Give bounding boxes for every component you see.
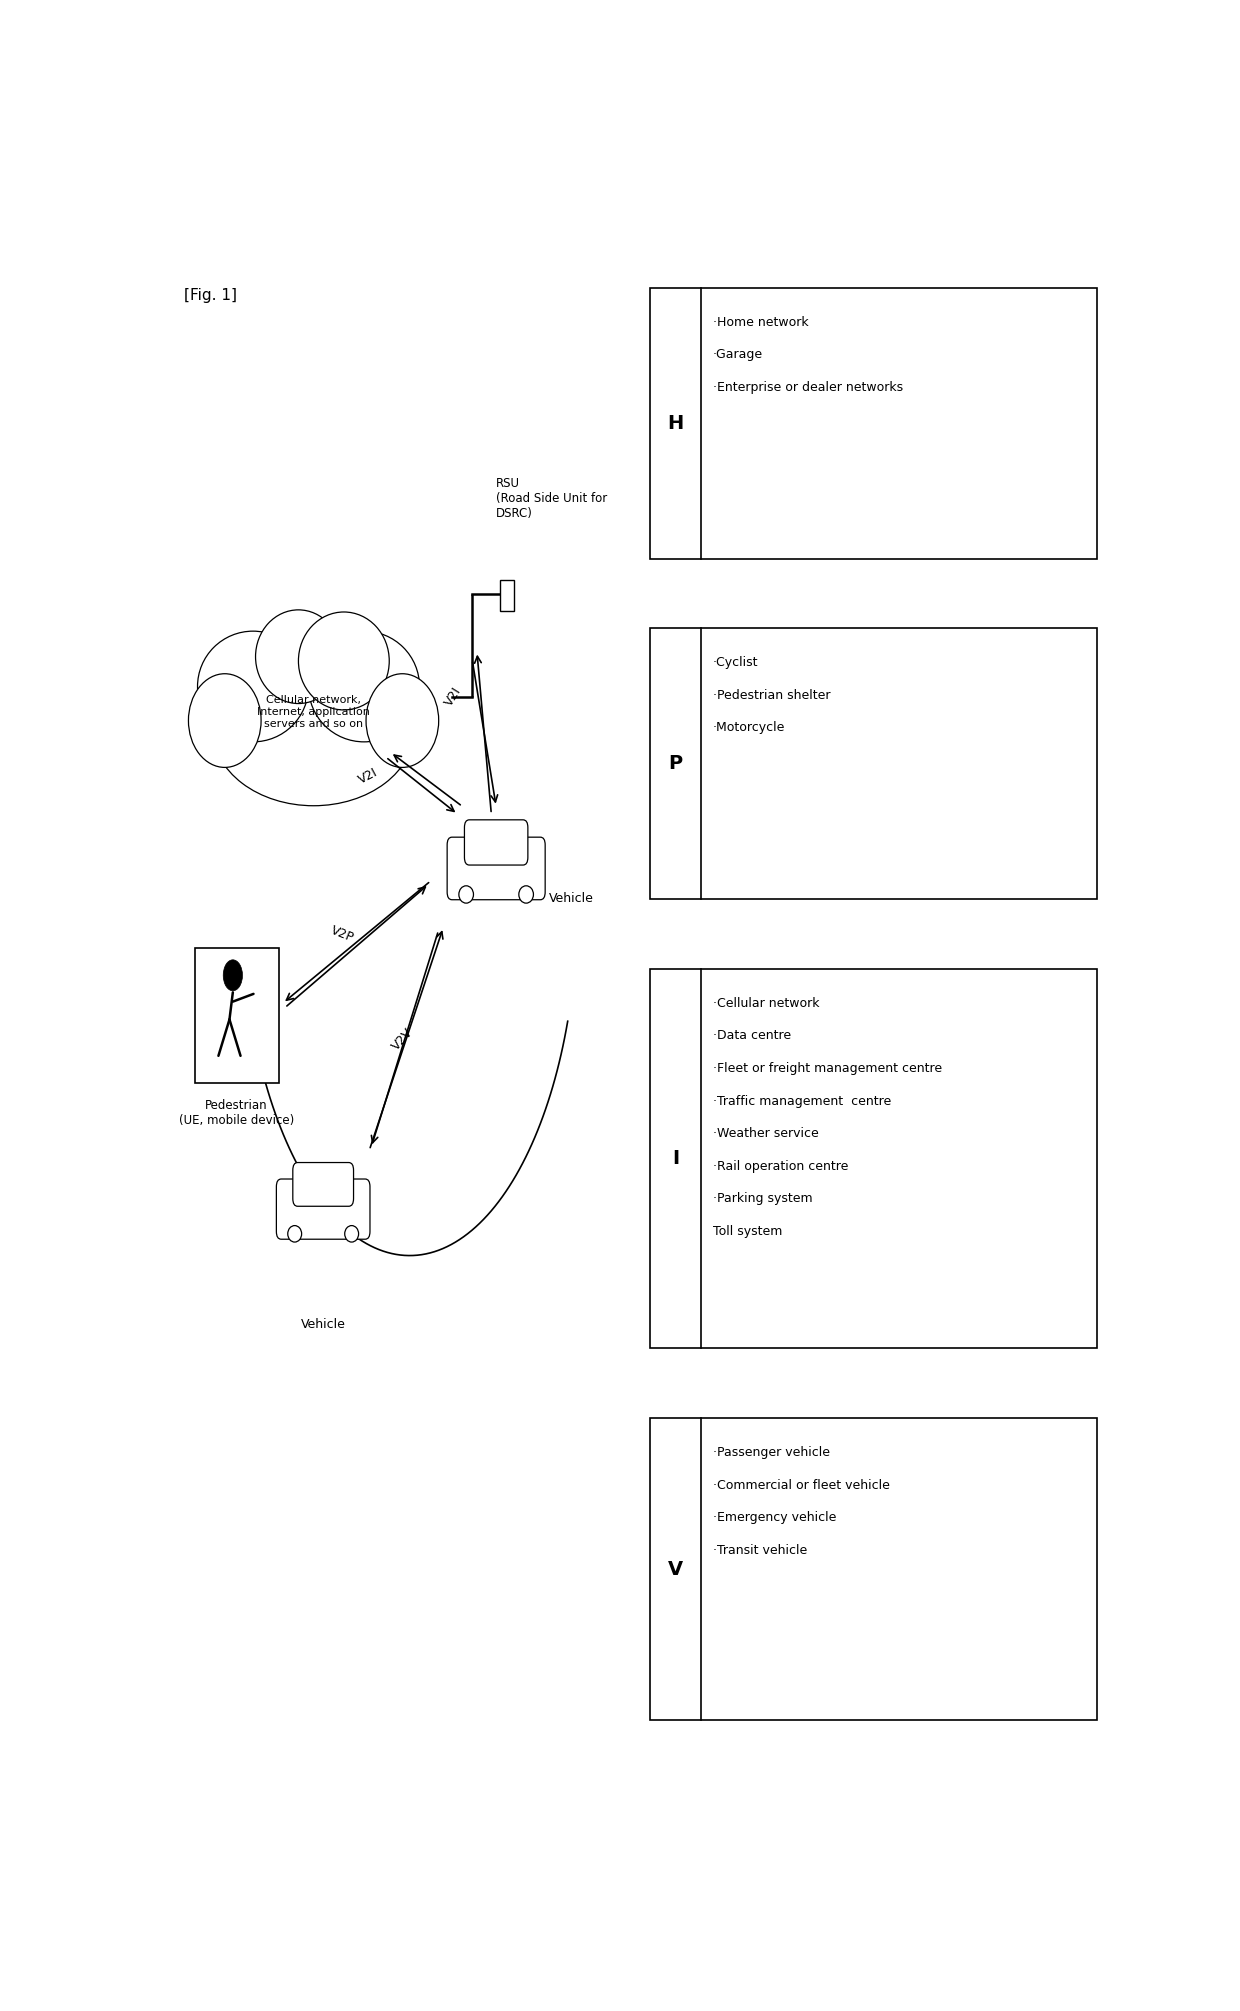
Bar [650, 288, 1096, 559]
Bar [650, 629, 1096, 899]
Text: ·Traffic management  centre: ·Traffic management centre [713, 1094, 892, 1108]
Ellipse shape [299, 611, 389, 710]
Text: ·Cyclist: ·Cyclist [713, 656, 759, 670]
FancyBboxPatch shape [277, 1178, 370, 1239]
Text: ·Enterprise or dealer networks: ·Enterprise or dealer networks [713, 380, 903, 394]
Text: ·Data centre: ·Data centre [713, 1030, 791, 1042]
Bar [650, 1418, 1096, 1719]
Text: ·Transit vehicle: ·Transit vehicle [713, 1544, 807, 1557]
Text: V2I: V2I [356, 766, 381, 786]
Text: V2V: V2V [389, 1026, 417, 1052]
Text: Cellular network,
Internet, application
servers and so on: Cellular network, Internet, application … [257, 696, 370, 728]
Text: V2P: V2P [329, 923, 356, 945]
Ellipse shape [309, 631, 419, 742]
Ellipse shape [459, 885, 474, 903]
Text: ·Weather service: ·Weather service [713, 1126, 818, 1140]
Ellipse shape [197, 631, 309, 742]
Ellipse shape [255, 609, 341, 704]
Bar [195, 947, 279, 1084]
Text: ·Passenger vehicle: ·Passenger vehicle [713, 1446, 830, 1460]
Text: [Fig. 1]: [Fig. 1] [184, 288, 237, 304]
Ellipse shape [345, 1225, 358, 1243]
Text: ·Parking system: ·Parking system [713, 1193, 812, 1205]
Text: H: H [667, 414, 683, 432]
Bar [500, 581, 513, 611]
Text: ·Garage: ·Garage [713, 348, 763, 362]
Text: ·Motorcycle: ·Motorcycle [713, 722, 785, 734]
Circle shape [223, 959, 243, 991]
Bar [650, 969, 1096, 1349]
Text: ·Cellular network: ·Cellular network [713, 997, 820, 1010]
FancyBboxPatch shape [465, 820, 528, 865]
Text: ·Emergency vehicle: ·Emergency vehicle [713, 1510, 836, 1524]
Ellipse shape [213, 652, 414, 806]
Text: RSU
(Road Side Unit for
DSRC): RSU (Road Side Unit for DSRC) [496, 477, 608, 521]
Text: Vehicle: Vehicle [549, 891, 594, 905]
Text: Pedestrian
(UE, mobile device): Pedestrian (UE, mobile device) [179, 1098, 294, 1126]
Ellipse shape [518, 885, 533, 903]
Text: V: V [668, 1561, 683, 1579]
Text: Toll system: Toll system [713, 1225, 782, 1237]
Text: ·Rail operation centre: ·Rail operation centre [713, 1160, 848, 1172]
Text: Vehicle: Vehicle [301, 1317, 346, 1331]
Ellipse shape [288, 1225, 301, 1243]
Ellipse shape [366, 674, 439, 768]
FancyBboxPatch shape [293, 1162, 353, 1207]
Text: ·Home network: ·Home network [713, 316, 808, 328]
FancyBboxPatch shape [448, 837, 546, 899]
Text: I: I [672, 1150, 680, 1168]
Text: ·Fleet or freight management centre: ·Fleet or freight management centre [713, 1062, 942, 1076]
Text: V2I: V2I [443, 686, 464, 708]
Ellipse shape [188, 674, 262, 768]
Text: P: P [668, 754, 683, 774]
Text: ·Pedestrian shelter: ·Pedestrian shelter [713, 690, 831, 702]
Text: ·Commercial or fleet vehicle: ·Commercial or fleet vehicle [713, 1478, 890, 1492]
